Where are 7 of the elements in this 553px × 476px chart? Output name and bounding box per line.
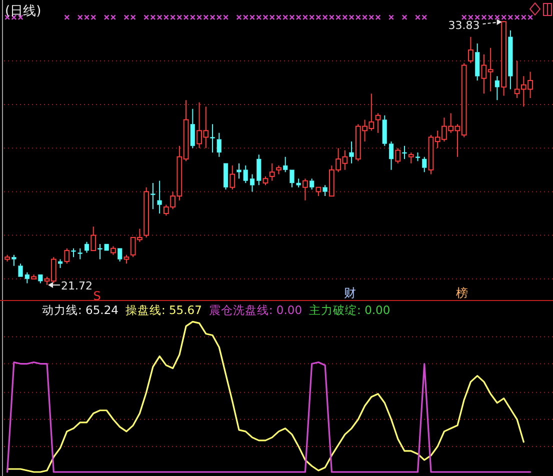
text: 榜 — [456, 286, 468, 300]
text: S — [93, 289, 101, 303]
legend: 动力线: 65.24 操盘线: 55.67 震仓洗盘线: 0.00 主力破绽: 0.00 — [42, 303, 390, 317]
annotation: 33.83 — [448, 19, 480, 32]
text: 财 — [344, 286, 356, 300]
annotation: 21.72 — [61, 280, 93, 292]
chart-title: (日线) — [5, 4, 42, 19]
